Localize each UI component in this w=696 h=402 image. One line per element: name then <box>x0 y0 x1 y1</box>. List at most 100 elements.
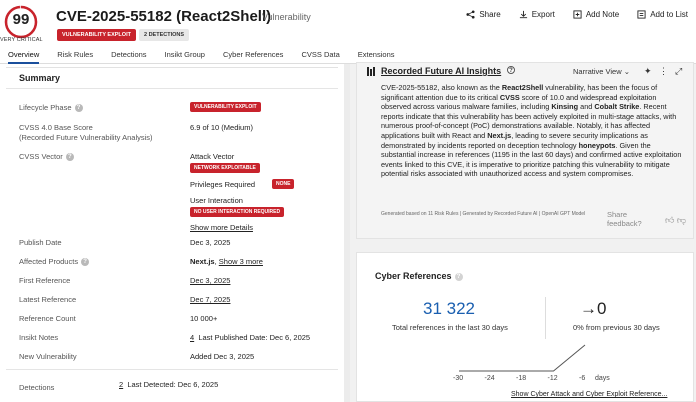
share-button[interactable]: Share <box>466 10 501 19</box>
insikt-notes-count[interactable]: 4 <box>190 333 195 342</box>
x-tick-label: -24 <box>484 375 495 382</box>
detections-badge[interactable]: 2 DETECTIONS <box>139 29 190 41</box>
tab-bar: Overview Risk Rules Detections Insikt Gr… <box>0 48 696 64</box>
share-icon <box>466 10 475 19</box>
show-more-details-link[interactable]: Show more Details <box>190 223 253 232</box>
cyber-references-title: Cyber References? <box>375 271 463 281</box>
total-references-label: Total references in the last 30 days <box>392 323 508 332</box>
series-line <box>459 344 586 372</box>
tab-detections[interactable]: Detections <box>111 50 147 59</box>
page-title: CVE-2025-55182 (React2Shell) <box>56 8 272 25</box>
first-reference-label: First Reference <box>19 276 71 285</box>
add-note-button[interactable]: Add Note <box>573 10 619 19</box>
export-button[interactable]: Export <box>519 10 555 19</box>
page-header: 99 VERY CRITICAL CVE-2025-55182 (React2S… <box>0 0 696 46</box>
privileges-tag: NONE <box>272 179 295 189</box>
summary-title: Summary <box>19 73 61 83</box>
summary-divider <box>6 88 338 89</box>
reference-change-value: →0 <box>580 299 607 318</box>
attack-vector-label: Attack Vector <box>190 152 235 161</box>
affected-product-nextjs[interactable]: Next.js <box>190 257 215 266</box>
recorded-future-logo-icon <box>367 67 375 76</box>
insikt-last-published: Last Published Date: Dec 6, 2025 <box>198 333 311 342</box>
references-trend-chart <box>459 344 586 372</box>
insikt-notes-value: 4 Last Published Date: Dec 6, 2025 <box>190 333 310 343</box>
share-label: Share <box>479 10 501 19</box>
detections-value: 2 Last Detected: Dec 6, 2025 <box>119 380 218 390</box>
ai-insights-card: Recorded Future AI Insights ? Narrative … <box>356 62 694 239</box>
ai-footer: Generated based on 11 Risk Rules | Gener… <box>381 211 586 217</box>
chevron-down-icon: ⌄ <box>623 67 631 76</box>
expand-icon[interactable]: ⤢ <box>675 66 683 76</box>
add-note-label: Add Note <box>585 10 620 19</box>
note-icon <box>573 10 582 19</box>
risk-score-label: VERY CRITICAL <box>0 37 43 43</box>
reference-change-label: 0% from previous 30 days <box>573 323 660 332</box>
x-tick-label: -30 <box>453 375 464 382</box>
tab-overview[interactable]: Overview <box>8 48 40 64</box>
tab-risk-rules[interactable]: Risk Rules <box>57 50 94 59</box>
tab-extensions[interactable]: Extensions <box>357 50 395 59</box>
help-icon[interactable]: ? <box>74 104 83 113</box>
x-tick-label: -6 <box>579 375 586 382</box>
show-cyber-attack-references-link[interactable]: Show Cyber Attack and Cyber Exploit Refe… <box>511 391 668 398</box>
tab-insikt-group[interactable]: Insikt Group <box>164 50 205 59</box>
help-icon[interactable]: ? <box>454 272 463 281</box>
lifecycle-phase-label: Lifecycle Phase? <box>19 103 83 113</box>
insikt-notes-label: Insikt Notes <box>19 333 59 342</box>
new-vulnerability-value: Added Dec 3, 2025 <box>190 352 255 361</box>
cvss-base-value: 6.9 of 10 (Medium) <box>190 123 253 132</box>
x-tick-label: -12 <box>547 375 558 382</box>
new-vulnerability-label: New Vulnerability <box>19 352 77 361</box>
total-references-value: 31 322 <box>423 299 475 318</box>
help-icon[interactable]: ? <box>81 258 90 267</box>
settings-sliders-icon[interactable]: ⋮ <box>659 66 668 76</box>
feedback-thumbs: 👍︎ 👎︎ <box>665 215 686 226</box>
latest-reference-label: Latest Reference <box>19 295 77 304</box>
user-interaction-tag: NO USER INTERACTION REQUIRED <box>190 207 285 217</box>
export-icon <box>519 10 527 19</box>
help-icon[interactable]: ? <box>65 153 74 162</box>
user-interaction-label: User Interaction <box>190 196 243 205</box>
tab-cvss-data[interactable]: CVSS Data <box>301 50 340 59</box>
x-tick-label: -18 <box>516 375 527 382</box>
stat-divider <box>545 297 546 339</box>
tab-cyber-references[interactable]: Cyber References <box>222 50 284 59</box>
lifecycle-phase-tag: VULNERABILITY EXPLOIT <box>190 102 261 112</box>
cvss-base-label: CVSS 4.0 Base Score <box>19 123 93 132</box>
cvss-vector-label: CVSS Vector? <box>19 152 74 162</box>
cvss-base-sublabel: (Recorded Future Vulnerability Analysis) <box>19 133 153 142</box>
detections-label: Detections <box>19 383 55 392</box>
affected-products-label: Affected Products? <box>19 257 90 267</box>
latest-reference-value[interactable]: Dec 7, 2025 <box>190 295 231 304</box>
publish-date-value: Dec 3, 2025 <box>190 238 231 247</box>
first-reference-value[interactable]: Dec 3, 2025 <box>190 276 231 285</box>
x-axis-unit: days <box>595 375 610 382</box>
risk-score: 99 <box>12 11 30 28</box>
add-to-list-label: Add to List <box>650 10 688 19</box>
detections-count[interactable]: 2 <box>119 380 124 389</box>
thumbs-up-icon[interactable]: 👍︎ <box>665 215 675 225</box>
risk-score-ring <box>4 5 38 39</box>
narrative-view-dropdown[interactable]: Narrative View ⌄ <box>573 67 631 76</box>
affected-products-value: Next.js, Show 3 more <box>190 257 263 266</box>
summary-panel: Summary Lifecycle Phase? VULNERABILITY E… <box>0 64 344 402</box>
lifecycle-badge: VULNERABILITY EXPLOIT <box>57 29 136 41</box>
attack-vector-tag: NETWORK EXPLOITABLE <box>190 163 260 173</box>
ai-insights-title[interactable]: Recorded Future AI Insights <box>381 66 502 76</box>
share-feedback-link[interactable]: Share feedback? <box>607 210 642 228</box>
privileges-label: Privileges Required <box>190 180 256 189</box>
cyber-references-card: Cyber References? 31 322 Total reference… <box>356 252 694 402</box>
thumbs-down-icon[interactable]: 👎︎ <box>676 215 687 225</box>
reference-count-value: 10 000+ <box>190 314 218 323</box>
reference-count-label: Reference Count <box>19 314 76 323</box>
entity-type: Vulnerability <box>262 12 311 22</box>
panel-top-border <box>6 64 338 68</box>
add-to-list-button[interactable]: Add to List <box>637 10 688 19</box>
panel-divider[interactable] <box>344 64 350 402</box>
ai-help-icon[interactable]: ? <box>507 66 515 74</box>
sparkle-icon[interactable]: ✦ <box>644 66 652 76</box>
detections-last: Last Detected: Dec 6, 2025 <box>127 380 219 389</box>
export-label: Export <box>531 10 555 19</box>
show-more-products-link[interactable]: Show 3 more <box>218 257 263 266</box>
